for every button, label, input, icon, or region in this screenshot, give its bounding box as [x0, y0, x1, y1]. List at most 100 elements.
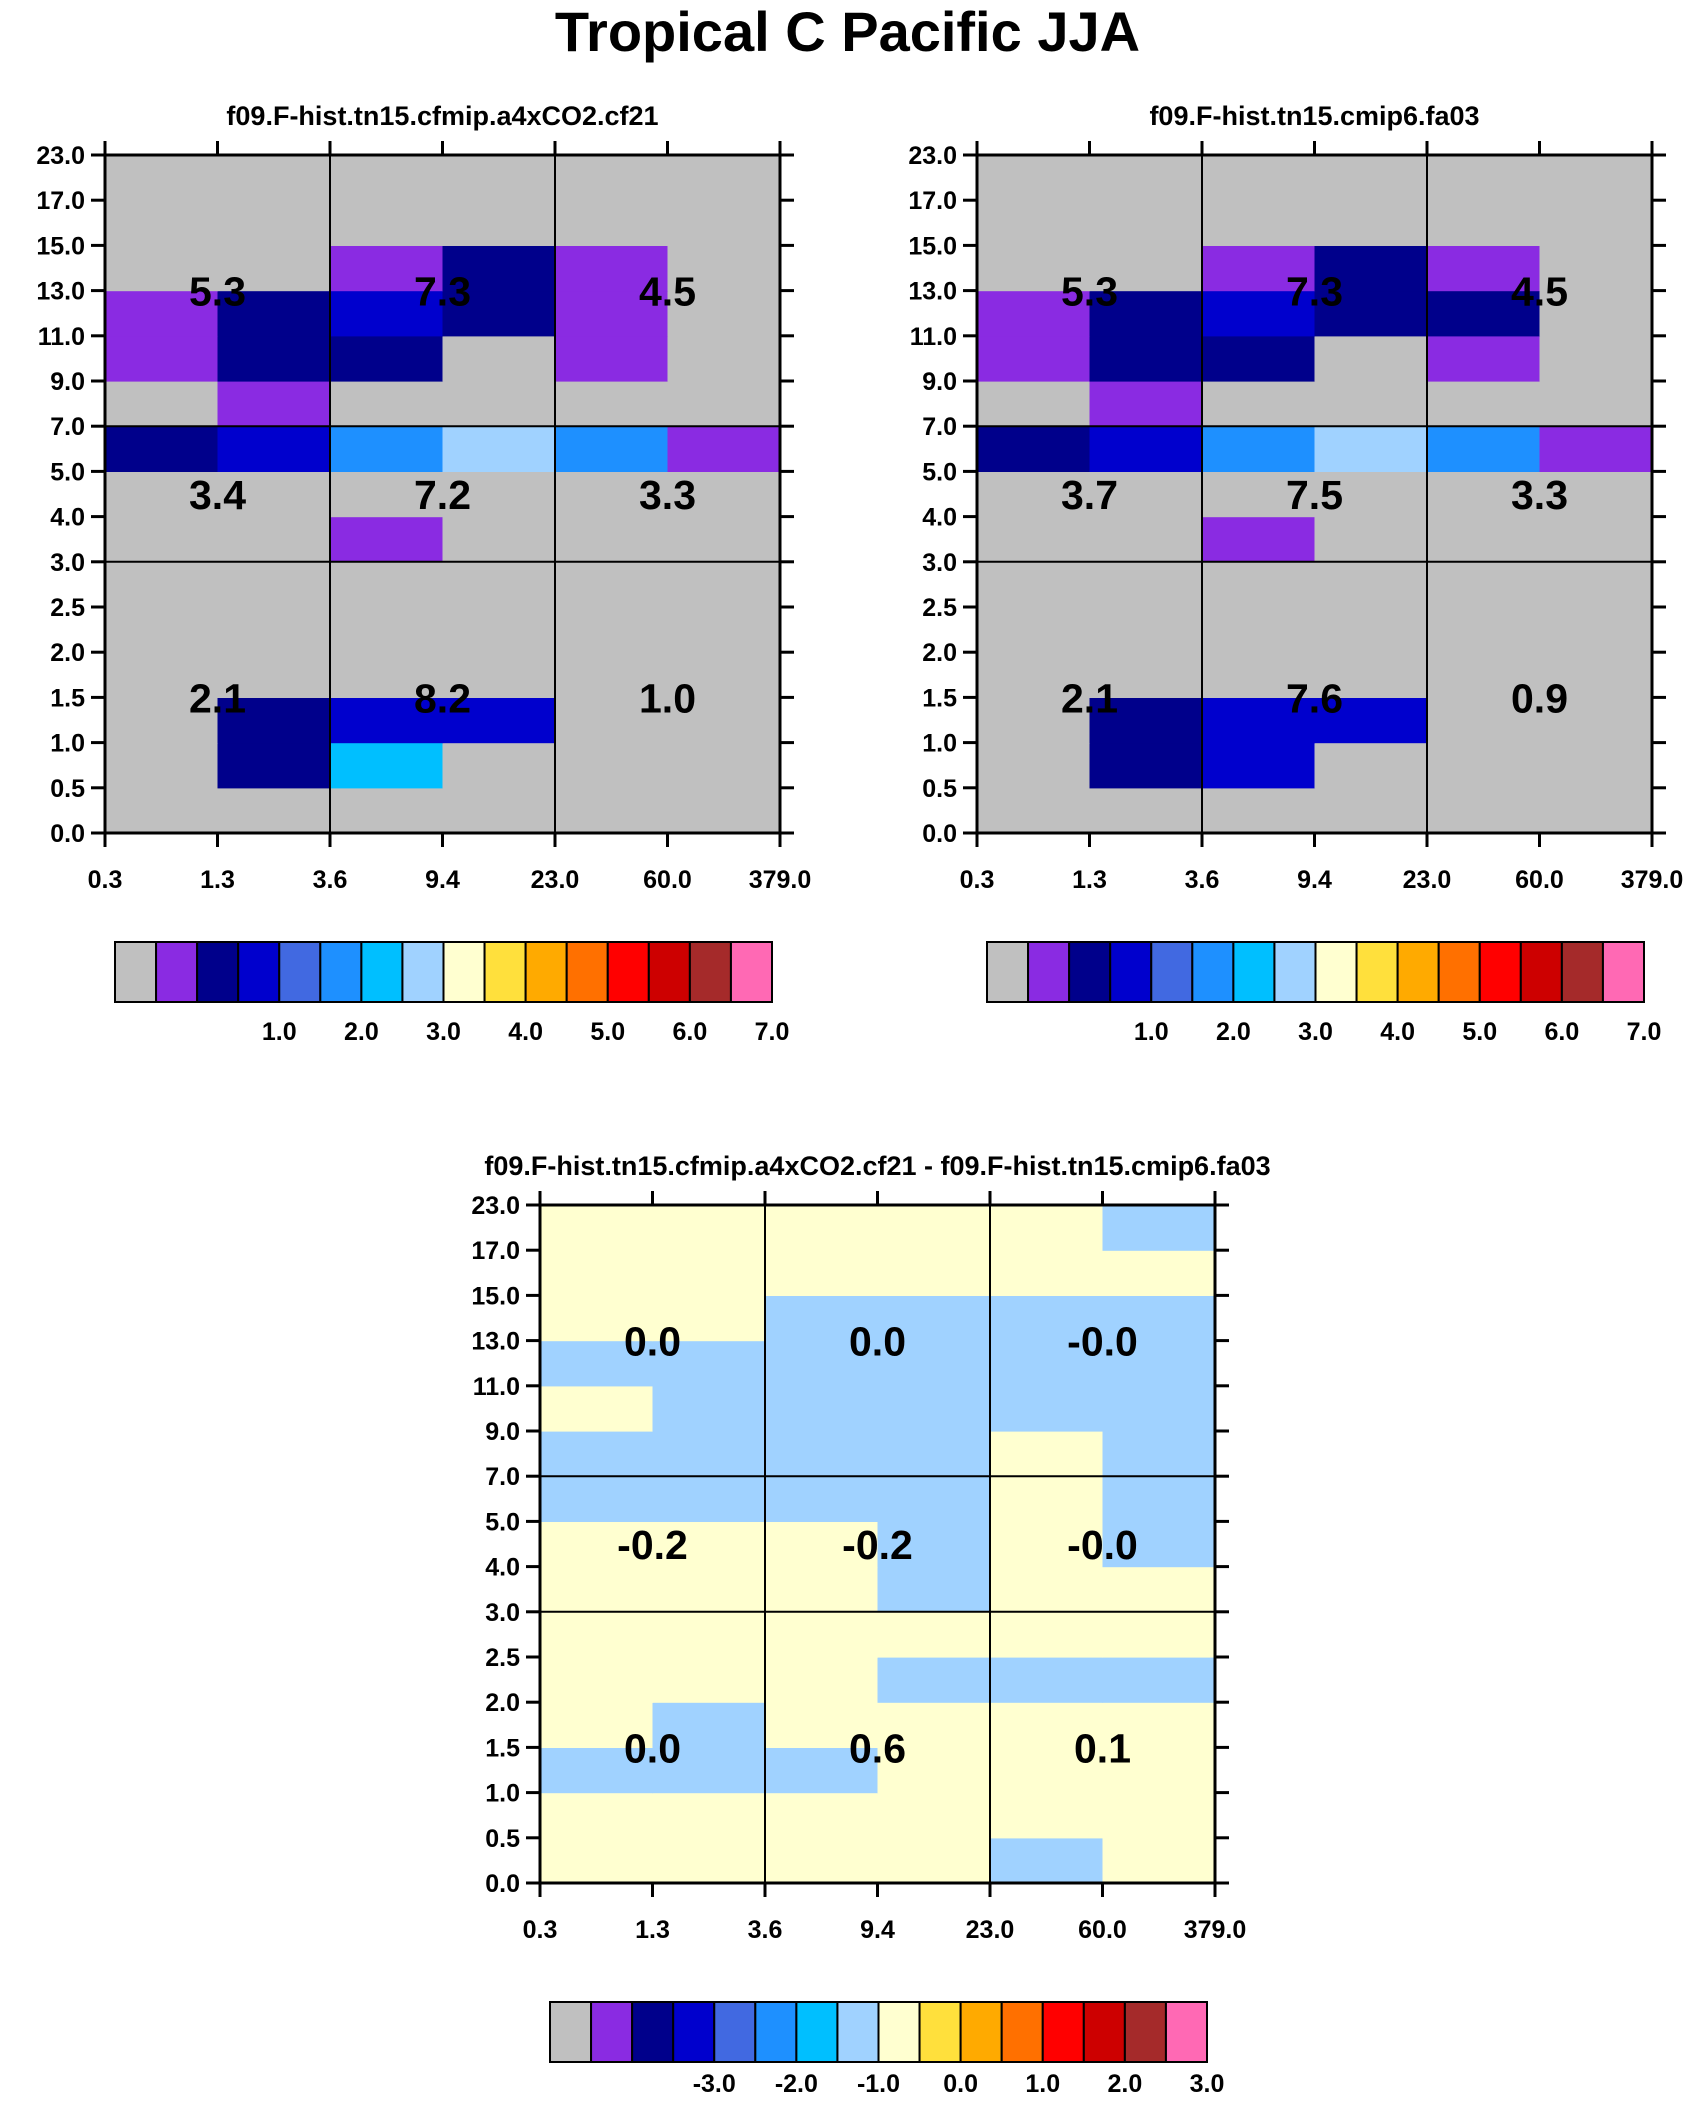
heatmap-cell [667, 742, 781, 789]
block-mean-value: 0.1 [1074, 1725, 1131, 1771]
heatmap-cell [105, 155, 219, 201]
colorbar-swatch [754, 2001, 798, 2063]
heatmap-cell [1427, 290, 1541, 337]
colorbar-swatch [278, 941, 322, 1003]
heatmap-cell [652, 1566, 766, 1613]
heatmap-cells [977, 155, 1653, 834]
block-mean-value: 7.5 [1286, 472, 1343, 518]
colorbar-swatch [836, 2001, 880, 2063]
x-tick-label: 379.0 [1621, 866, 1684, 894]
y-tick-label: 0.0 [922, 820, 957, 848]
y-tick-label: 4.0 [922, 504, 957, 532]
heatmap-cell [652, 1205, 766, 1251]
heatmap-cell [667, 290, 781, 337]
heatmap-cell [1202, 471, 1316, 518]
heatmap-cell [1089, 381, 1203, 427]
heatmap-cell [1102, 1566, 1216, 1613]
heatmap-cell [667, 516, 781, 563]
heatmap-cell [1427, 155, 1541, 201]
heatmap-cell [555, 652, 669, 698]
heatmap-cell [1314, 381, 1428, 427]
colorbar-label: -3.0 [693, 2070, 736, 2098]
heatmap-cell [1427, 426, 1541, 472]
colorbar: 1.0 2.0 3.0 4.0 5.0 6.0 7.0 [986, 941, 1661, 1046]
heatmap-cell [652, 1340, 766, 1387]
block-mean-value: 0.0 [624, 1319, 681, 1365]
heatmap-cell [555, 245, 669, 292]
y-tick-label: 15.0 [908, 232, 957, 260]
x-tick-label: 0.3 [523, 1916, 558, 1944]
y-tick-label: 3.0 [485, 1599, 520, 1627]
heatmap-cells [540, 1205, 1216, 1884]
heatmap-cell [765, 1295, 879, 1342]
heatmap-cell [765, 1250, 879, 1296]
panel-title: f09.F-hist.tn15.cfmip.a4xCO2.cf21 - f09.… [484, 1151, 1270, 1181]
colorbar-swatch [565, 941, 609, 1003]
colorbar-label: 2.0 [1216, 1018, 1251, 1046]
heatmap-cell [652, 1702, 766, 1748]
heatmap-cell [977, 155, 1091, 201]
heatmap-cell [1314, 290, 1428, 337]
block-mean-value: 2.1 [1061, 675, 1118, 721]
heatmap-cell [1102, 1295, 1216, 1342]
block-mean-value: 7.6 [1286, 675, 1343, 721]
heatmap-cell [105, 697, 219, 744]
colorbar-swatch [549, 2001, 593, 2063]
x-tick-label: 1.3 [635, 1916, 670, 1944]
heatmap-cell [217, 200, 331, 246]
block-mean-value: 3.3 [1511, 472, 1568, 518]
heatmap-cell [1314, 471, 1428, 518]
y-tick-label: 11.0 [38, 323, 85, 351]
heatmap-cell [667, 335, 781, 382]
heatmap-cell [667, 652, 781, 698]
colorbar-swatch [524, 941, 568, 1003]
y-tick-label: 5.0 [485, 1508, 520, 1536]
colorbar-label: 6.0 [1544, 1018, 1579, 1046]
heatmap-cell [1202, 381, 1316, 427]
colorbar-label: 1.0 [1134, 1018, 1169, 1046]
colorbar-label: 5.0 [590, 1018, 625, 1046]
heatmap-cell [330, 787, 444, 834]
colorbar-swatch [1123, 2001, 1167, 2063]
heatmap-cell [555, 516, 669, 563]
heatmap-cell [877, 1702, 991, 1748]
heatmap-cell [105, 607, 219, 653]
y-tick-label: 15.0 [471, 1282, 520, 1310]
heatmap-cell [1102, 1521, 1216, 1568]
colorbar-swatch [672, 2001, 716, 2063]
heatmap-cell [877, 1611, 991, 1658]
y-tick-label: 5.0 [50, 458, 85, 486]
heatmap-cell [765, 1611, 879, 1658]
block-mean-value: 5.3 [1061, 269, 1118, 315]
heatmap-cell [540, 1566, 654, 1613]
heatmap-cell [1539, 607, 1653, 653]
x-tick-label: 23.0 [531, 866, 580, 894]
heatmap-cell [442, 245, 556, 292]
heatmap-cell [877, 1521, 991, 1568]
heatmap-cell [667, 471, 781, 518]
heatmap-cell [977, 335, 1091, 382]
heatmap-cell [1427, 561, 1541, 608]
colorbar-label: 3.0 [426, 1018, 461, 1046]
colorbar-label: 7.0 [755, 1018, 790, 1046]
heatmap-cell [540, 1792, 654, 1839]
heatmap-cell [1427, 381, 1541, 427]
heatmap-cell [105, 471, 219, 518]
colorbar-label: -2.0 [775, 2070, 818, 2098]
heatmap-cell [652, 1295, 766, 1342]
y-tick-label: 2.0 [922, 639, 957, 667]
histogram-panel-difference: f09.F-hist.tn15.cfmip.a4xCO2.cf21 - f09.… [471, 1151, 1270, 2098]
y-tick-label: 3.0 [922, 549, 957, 577]
y-tick-label: 7.0 [922, 413, 957, 441]
page-title: Tropical C Pacific JJA [554, 0, 1141, 63]
block-mean-value: 7.3 [414, 269, 471, 315]
colorbar-swatch [1478, 941, 1522, 1003]
heatmap-cell [977, 245, 1091, 292]
x-tick-label: 379.0 [749, 866, 812, 894]
heatmap-cell [1314, 652, 1428, 698]
heatmap-cell [330, 652, 444, 698]
y-tick-label: 13.0 [908, 278, 957, 306]
heatmap-cell [1314, 200, 1428, 246]
heatmap-cell [977, 471, 1091, 518]
heatmap-cell [1202, 742, 1316, 789]
